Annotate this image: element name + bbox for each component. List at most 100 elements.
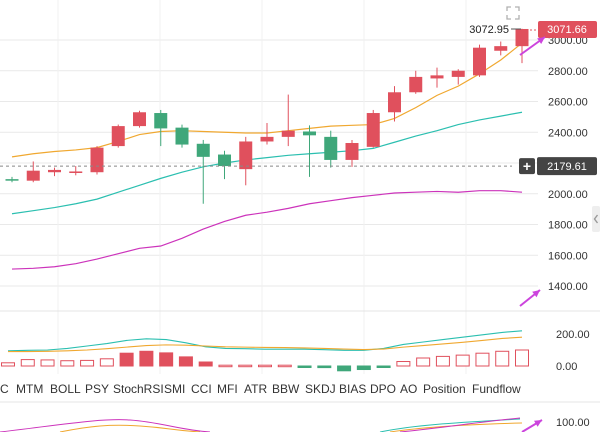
tab-atr[interactable]: ATR bbox=[244, 382, 268, 396]
annotation-arrow-top bbox=[519, 36, 546, 56]
tab-mfi[interactable]: MFI bbox=[217, 382, 238, 396]
tab-psy[interactable]: PSY bbox=[85, 382, 110, 396]
indicator-bar bbox=[178, 356, 193, 367]
indicator-bar bbox=[416, 357, 431, 367]
ma-line-3 bbox=[11, 190, 523, 270]
candle bbox=[324, 130, 338, 168]
price-tick-label: 2600.00 bbox=[548, 97, 588, 109]
high-price-marker: 3072.95 bbox=[469, 24, 509, 36]
tab-cci[interactable]: CCI bbox=[191, 382, 212, 396]
indicator-bar bbox=[60, 360, 75, 367]
tab-smi[interactable]: SMI bbox=[164, 382, 186, 396]
lower-line-1 bbox=[0, 419, 211, 432]
candle bbox=[345, 139, 359, 167]
tab-position[interactable]: Position bbox=[423, 382, 466, 396]
indicator-bar bbox=[396, 361, 411, 367]
indicator-bar bbox=[258, 364, 272, 368]
price-tick-label: 1600.00 bbox=[548, 250, 588, 262]
price-tick-label: 2800.00 bbox=[548, 66, 588, 78]
candle-body bbox=[26, 170, 40, 181]
candle-body bbox=[473, 47, 486, 76]
candle-body bbox=[69, 171, 83, 173]
price-tick-label: 1800.00 bbox=[548, 220, 588, 232]
candle-body bbox=[345, 143, 359, 160]
candle bbox=[154, 109, 168, 147]
candle bbox=[388, 86, 401, 122]
indicator-bar bbox=[495, 350, 510, 367]
candle-body bbox=[451, 70, 465, 77]
indicator-bar bbox=[159, 352, 174, 367]
candle bbox=[90, 146, 104, 175]
candle bbox=[218, 150, 231, 180]
indicator-tick-label: 200.00 bbox=[556, 329, 590, 341]
candle bbox=[5, 176, 19, 183]
candle-body bbox=[90, 147, 104, 173]
indicator-bar bbox=[297, 365, 312, 368]
crosshair-price-tag bbox=[537, 157, 597, 176]
tab-boll[interactable]: BOLL bbox=[50, 382, 81, 396]
tab-bias[interactable]: BIAS bbox=[339, 382, 367, 396]
tab-dpo[interactable]: DPO bbox=[370, 382, 397, 396]
candle-body bbox=[5, 179, 19, 181]
candle bbox=[133, 110, 146, 128]
price-tick-label: 2000.00 bbox=[548, 189, 588, 201]
crosshair-plus-button bbox=[519, 158, 535, 175]
tab-bbw[interactable]: BBW bbox=[272, 382, 300, 396]
price-tick-label: 1400.00 bbox=[548, 281, 588, 293]
annotation-arrow-bottom bbox=[521, 419, 543, 432]
indicator-bar bbox=[40, 359, 55, 367]
fullscreen-icon[interactable] bbox=[506, 6, 520, 20]
chart-overlays: +2179.61 3071.66 3072.95 bbox=[0, 21, 597, 432]
price-axis: 1400.001600.001800.002000.002200.002400.… bbox=[548, 35, 590, 429]
drag-handle-icon[interactable] bbox=[592, 206, 600, 232]
indicator-bar bbox=[317, 365, 332, 369]
indicator-bar bbox=[119, 352, 134, 367]
tab-stochrsi[interactable]: StochRSI bbox=[113, 382, 164, 396]
candle-body bbox=[239, 141, 253, 170]
indicator-bar bbox=[376, 365, 391, 368]
indicator-bar bbox=[515, 349, 529, 367]
candle bbox=[48, 167, 61, 177]
tab-mtm[interactable]: MTM bbox=[16, 382, 44, 396]
indicator-bar bbox=[475, 352, 490, 367]
tab-skdj[interactable]: SKDJ bbox=[305, 382, 336, 396]
candle bbox=[239, 136, 253, 186]
indicator-tick-label: 0.00 bbox=[556, 361, 577, 373]
candle-body bbox=[388, 92, 401, 113]
candle-body bbox=[218, 154, 231, 167]
candle bbox=[26, 161, 40, 183]
current-price-tag bbox=[538, 21, 597, 38]
current-price-label: 3071.66 bbox=[547, 24, 587, 36]
candle bbox=[281, 94, 295, 147]
candle bbox=[303, 125, 316, 177]
indicator-bar bbox=[99, 358, 114, 367]
candle bbox=[494, 41, 508, 56]
candle bbox=[175, 124, 189, 148]
candle-body bbox=[515, 28, 529, 47]
lower-line-2 bbox=[59, 424, 201, 432]
indicator-bar bbox=[277, 364, 292, 368]
indicator-bar bbox=[1, 362, 15, 367]
candle-body bbox=[303, 131, 316, 136]
tab-c[interactable]: C bbox=[0, 382, 9, 396]
moving-average-lines bbox=[11, 42, 523, 270]
indicator-bar bbox=[198, 361, 213, 367]
candle-body bbox=[175, 127, 189, 145]
annotation-arrow-mid bbox=[519, 289, 541, 307]
candle bbox=[430, 67, 444, 88]
indicator-line-2 bbox=[8, 336, 523, 353]
indicator-tab-bar: C MTM BOLL PSY StochRSI SMI CCI MFI ATR BBW SKDJ BI… bbox=[0, 378, 540, 400]
indicator-bar bbox=[356, 365, 371, 371]
candle-body bbox=[48, 169, 61, 173]
indicator-bar bbox=[20, 359, 35, 367]
indicator-bar bbox=[139, 350, 154, 367]
tab-ao[interactable]: AO bbox=[400, 382, 418, 396]
price-tick-label: 2400.00 bbox=[548, 127, 588, 139]
candle-body bbox=[324, 136, 338, 160]
candle bbox=[260, 123, 274, 145]
tab-fundflow[interactable]: Fundflow bbox=[472, 382, 521, 396]
indicator-bar bbox=[80, 359, 95, 367]
indicator-bar bbox=[337, 365, 352, 372]
arrow-head bbox=[534, 420, 542, 427]
